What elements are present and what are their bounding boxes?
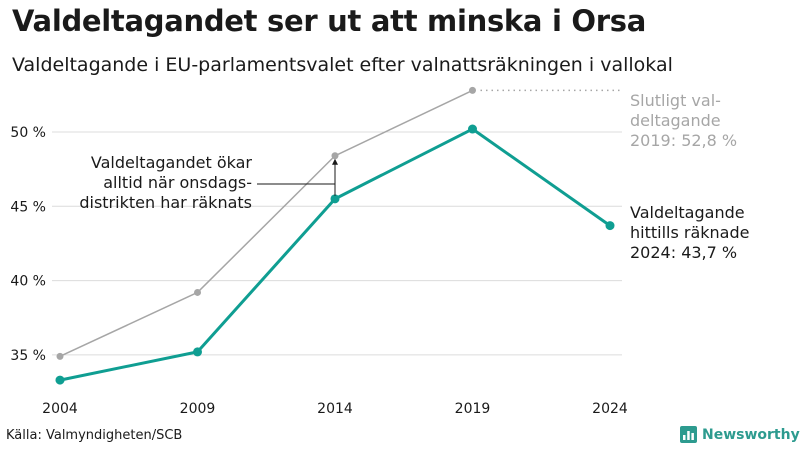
data-point-current (55, 375, 65, 385)
note-annotation: Valdeltagandet ökar (91, 153, 253, 172)
data-point-current (605, 221, 615, 231)
brand-logo: Newsworthy (680, 426, 800, 443)
bar-chart-logo-icon (680, 426, 697, 443)
note-annotation: distrikten har räknats (79, 193, 252, 212)
data-point-current (330, 194, 340, 204)
x-tick-label: 2019 (455, 401, 491, 417)
brand-name: Newsworthy (702, 426, 800, 443)
data-point-current (193, 347, 202, 357)
source-note: Källa: Valmyndigheten/SCB (6, 428, 183, 443)
series-line-final (59, 89, 474, 358)
data-point-final (331, 152, 339, 160)
data-point-final (56, 352, 64, 360)
current-value-annotation: 2024: 43,7 % (630, 243, 737, 262)
x-tick-label: 2024 (592, 401, 628, 417)
x-tick-label: 2009 (180, 401, 216, 417)
data-point-final (469, 86, 476, 94)
arrow-up-icon (332, 158, 338, 165)
final-value-annotation: 2019: 52,8 % (630, 131, 737, 150)
current-value-annotation: Valdeltagande (630, 203, 745, 222)
chart-title: Valdeltagandet ser ut att minska i Orsa (12, 4, 646, 38)
y-tick-label: 45 % (10, 199, 46, 215)
chart-subtitle: Valdeltagande i EU-parlamentsvalet efter… (12, 54, 673, 76)
x-tick-label: 2014 (317, 401, 353, 417)
final-value-annotation: Slutligt val- (630, 91, 721, 110)
y-tick-label: 35 % (10, 348, 46, 364)
y-tick-label: 40 % (10, 274, 46, 290)
note-annotation: alltid när onsdags- (103, 173, 252, 192)
current-value-annotation: hittills räknade (630, 223, 749, 242)
y-tick-label: 50 % (10, 125, 46, 141)
final-value-annotation: deltagande (630, 111, 721, 130)
data-point-current (468, 124, 477, 134)
x-tick-label: 2004 (42, 401, 78, 417)
data-point-final (194, 288, 201, 296)
